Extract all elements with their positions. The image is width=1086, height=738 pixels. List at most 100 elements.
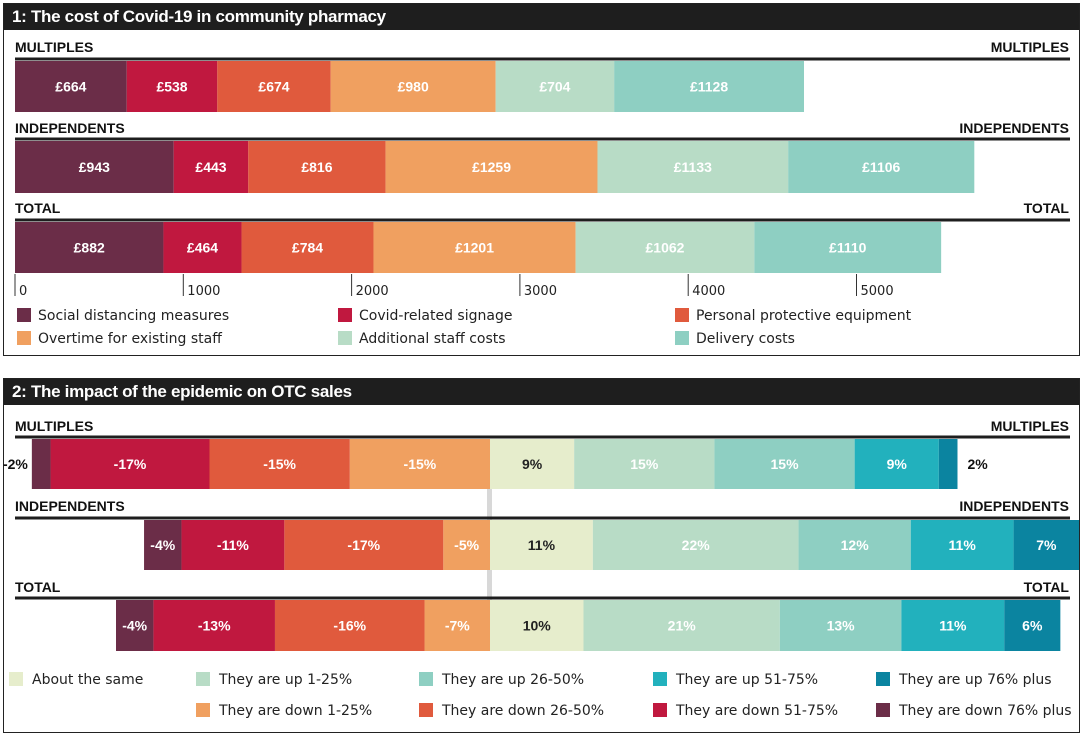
bar-segment-they-are-down-76-plus — [144, 520, 182, 570]
bar-segment-personal-protective-equipment — [241, 222, 374, 273]
legend-label: They are down 1-25% — [219, 703, 373, 719]
bar-segment-about-the-same — [490, 600, 584, 651]
bar-value-label: £443 — [195, 159, 226, 175]
legend-swatch — [876, 672, 890, 686]
legend-item-they-are-down-1-25: They are down 1-25% — [196, 703, 372, 719]
legend-swatch — [876, 703, 890, 717]
x-tick-label: 3000 — [524, 284, 557, 299]
bar-value-label: -7% — [445, 618, 470, 634]
bar-value-label: 13% — [827, 618, 856, 634]
bar-segment-covid-related-signage — [163, 222, 242, 273]
bar-segment-overtime-for-existing-staff — [373, 222, 576, 273]
bar-segment-about-the-same — [490, 520, 593, 570]
row-label-right-multiples: MULTIPLES — [991, 39, 1069, 55]
bar-value-label: £784 — [292, 240, 323, 256]
row-label-right-multiples: MULTIPLES — [991, 418, 1069, 434]
bar-segment-social-distancing-measures — [15, 141, 174, 193]
legend-label: Overtime for existing staff — [38, 331, 222, 347]
bar-value-label: -2% — [3, 456, 28, 472]
bar-segment-they-are-up-26-50 — [779, 600, 902, 651]
legend-label: They are down 76% plus — [899, 703, 1072, 719]
bar-value-label: £1133 — [674, 159, 712, 175]
legend-label: Social distancing measures — [38, 308, 230, 324]
legend-swatch — [675, 331, 689, 345]
bar-value-label: £1062 — [646, 240, 685, 256]
legend-item-about-the-same: About the same — [9, 672, 143, 688]
bar-segment-they-are-down-26-50 — [209, 439, 350, 489]
bar-segment-additional-staff-costs — [575, 222, 755, 273]
legend-label: They are up 51-75% — [676, 672, 819, 688]
row-rule — [15, 137, 1070, 141]
bar-segment-additional-staff-costs — [597, 141, 789, 193]
bar-segment-they-are-down-76-plus — [31, 439, 51, 489]
bar-value-label: -15% — [404, 456, 437, 472]
bar-value-label: £464 — [187, 240, 218, 256]
cost-chart-title: 1: The cost of Covid-19 in community pha… — [4, 4, 1079, 30]
legend-item-additional-staff-costs: Additional staff costs — [338, 331, 506, 347]
row-rule — [15, 596, 1070, 600]
bar-value-label: 15% — [771, 456, 800, 472]
legend-item-delivery-costs: Delivery costs — [675, 331, 795, 347]
row-label-right-independents: INDEPENDENTS — [959, 120, 1069, 136]
legend-label: They are down 26-50% — [442, 703, 605, 719]
bar-value-label: 11% — [528, 537, 556, 553]
bar-value-label: £1110 — [829, 240, 867, 256]
bar-value-label: 2% — [968, 456, 989, 472]
legend-label: Delivery costs — [696, 331, 795, 347]
legend-swatch — [9, 672, 23, 686]
legend-label: They are up 1-25% — [219, 672, 353, 688]
bar-value-label: 7% — [1036, 537, 1057, 553]
legend-swatch — [653, 672, 667, 686]
legend-swatch — [653, 703, 667, 717]
row-label-total: TOTAL — [15, 200, 61, 216]
bar-segment-covid-related-signage — [173, 141, 249, 193]
bar-value-label: £816 — [301, 159, 332, 175]
bar-segment-social-distancing-measures — [15, 61, 127, 112]
bar-value-label: 11% — [939, 618, 967, 634]
bar-value-label: £1201 — [455, 240, 494, 256]
bar-segment-they-are-down-1-25 — [424, 600, 490, 651]
legend-swatch — [196, 703, 210, 717]
row-label-independents: INDEPENDENTS — [15, 120, 125, 136]
legend-item-personal-protective-equipment: Personal protective equipment — [675, 308, 911, 324]
bar-value-label: -5% — [454, 537, 479, 553]
bar-value-label: 11% — [949, 537, 977, 553]
bar-segment-personal-protective-equipment — [248, 141, 386, 193]
legend-item-they-are-up-1-25: They are up 1-25% — [196, 672, 352, 688]
legend-label: About the same — [32, 672, 144, 688]
bar-value-label: 22% — [682, 537, 711, 553]
bar-segment-delivery-costs — [788, 141, 975, 193]
bar-value-label: £1128 — [690, 79, 728, 95]
bar-value-label: 10% — [523, 618, 552, 634]
bar-value-label: 6% — [1022, 618, 1043, 634]
bar-value-label: £704 — [539, 79, 570, 95]
bar-value-label: £1106 — [862, 159, 900, 175]
row-label-right-total: TOTAL — [1024, 200, 1070, 216]
bar-segment-covid-related-signage — [126, 61, 218, 112]
x-tick-label: 5000 — [861, 284, 894, 299]
bar-value-label: 9% — [522, 456, 543, 472]
bar-segment-they-are-up-1-25 — [574, 439, 715, 489]
bar-segment-they-are-down-1-25 — [349, 439, 490, 489]
legend-swatch — [17, 308, 31, 322]
bar-segment-they-are-down-51-75 — [153, 600, 275, 651]
bar-value-label: £943 — [79, 159, 110, 175]
bar-value-label: £882 — [74, 240, 105, 256]
row-rule — [15, 516, 1070, 520]
bar-value-label: -11% — [217, 537, 249, 553]
bar-segment-they-are-up-51-75 — [854, 439, 939, 489]
otc-chart-title: 2: The impact of the epidemic on OTC sal… — [4, 379, 1079, 405]
bar-segment-about-the-same — [490, 439, 575, 489]
bar-value-label: -16% — [333, 618, 366, 634]
bar-segment-personal-protective-equipment — [217, 61, 331, 112]
row-rule — [15, 435, 1070, 439]
row-label-multiples: MULTIPLES — [15, 39, 93, 55]
legend-swatch — [675, 308, 689, 322]
legend-item-they-are-down-51-75: They are down 51-75% — [653, 703, 838, 719]
legend-swatch — [196, 672, 210, 686]
bar-segment-they-are-up-76-plus — [1004, 600, 1061, 651]
legend-label: They are down 51-75% — [676, 703, 839, 719]
bar-segment-they-are-down-26-50 — [274, 600, 425, 651]
